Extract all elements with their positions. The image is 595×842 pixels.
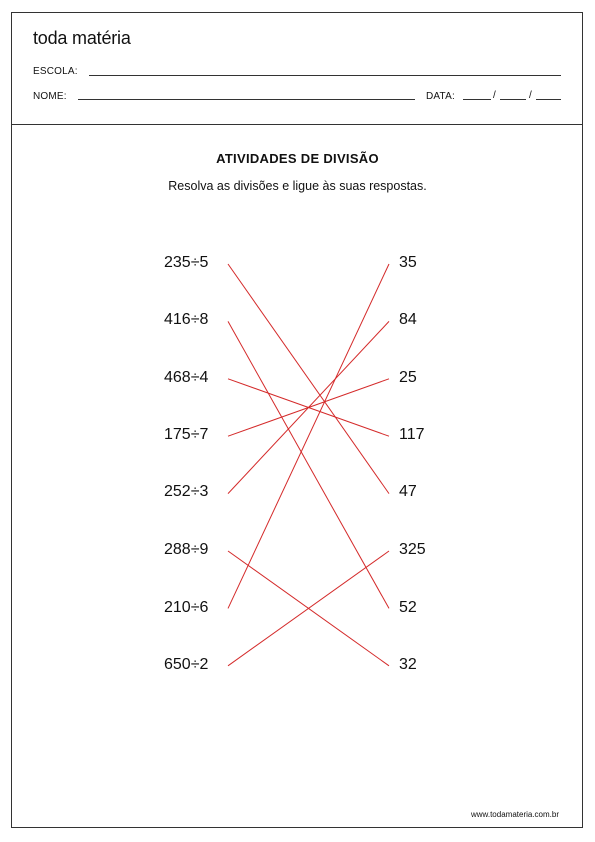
date-separator: /: [493, 90, 496, 101]
date-day-field[interactable]: [463, 99, 491, 100]
answer-item[interactable]: 25: [399, 369, 417, 386]
header-divider: [11, 124, 583, 125]
answer-item[interactable]: 117: [399, 426, 425, 443]
connection-line: [227, 321, 390, 494]
activity-instruction: Resolva as divisões e ligue às suas resp…: [168, 179, 427, 193]
answer-item[interactable]: 47: [399, 483, 417, 500]
connection-line: [227, 263, 390, 609]
connection-line: [227, 321, 390, 609]
expression-item[interactable]: 468÷4: [164, 369, 209, 386]
date-separator: /: [529, 90, 532, 101]
school-label: ESCOLA:: [33, 66, 78, 77]
answer-item[interactable]: 325: [399, 541, 426, 558]
footer-url: www.todamateria.com.br: [470, 810, 559, 819]
connection-line: [227, 263, 390, 494]
answer-item[interactable]: 32: [399, 656, 417, 673]
date-year-field[interactable]: [536, 99, 561, 100]
name-label: NOME:: [33, 91, 67, 102]
expression-item[interactable]: 650÷2: [164, 656, 209, 673]
expression-item[interactable]: 288÷9: [164, 541, 209, 558]
answer-item[interactable]: 35: [399, 254, 417, 271]
expression-item[interactable]: 210÷6: [164, 599, 209, 616]
connection-line: [227, 550, 390, 667]
expression-item[interactable]: 252÷3: [164, 483, 209, 500]
date-month-field[interactable]: [500, 99, 526, 100]
date-label: DATA:: [426, 91, 455, 102]
answer-item[interactable]: 52: [399, 599, 417, 616]
expression-item[interactable]: 235÷5: [164, 254, 209, 271]
name-field[interactable]: [78, 99, 415, 100]
answer-item[interactable]: 84: [399, 311, 417, 328]
school-field[interactable]: [89, 75, 561, 76]
worksheet-border: [11, 12, 583, 828]
expression-item[interactable]: 175÷7: [164, 426, 209, 443]
expression-item[interactable]: 416÷8: [164, 311, 209, 328]
brand-logo: toda matéria: [33, 28, 131, 48]
activity-title: ATIVIDADES DE DIVISÃO: [216, 151, 379, 166]
